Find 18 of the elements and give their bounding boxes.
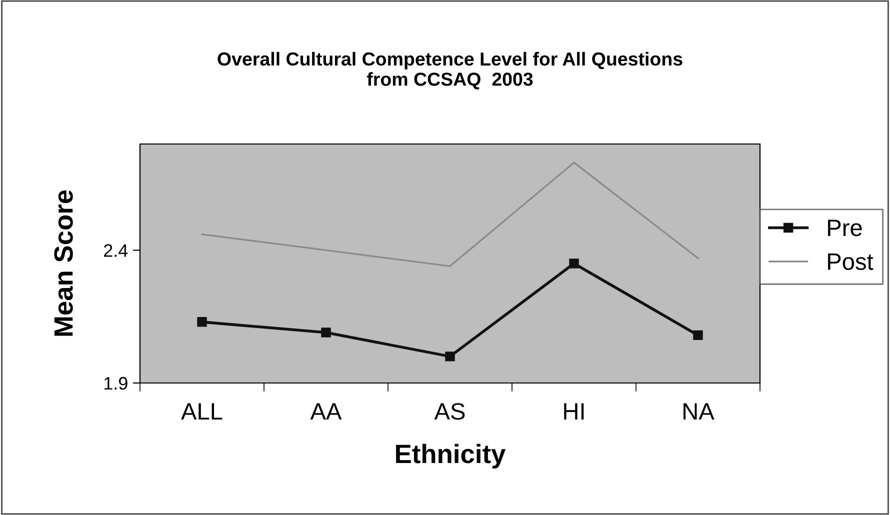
x-tick-label: AS — [434, 403, 465, 420]
point — [445, 352, 455, 362]
point — [693, 330, 703, 340]
point — [197, 317, 207, 327]
x-tick-label: NA — [684, 403, 714, 420]
chart-title: Overall Cultural Competence Level for All Questions from CCSAQ 2003 — [218, 52, 682, 90]
legend-label: Pre — [828, 220, 862, 236]
x-tick-label: ALL — [181, 403, 222, 420]
line-series — [201, 162, 699, 267]
y-axis-title: Mean Score — [54, 190, 73, 336]
x-axis-title: Ethnicity — [396, 444, 506, 468]
point — [321, 328, 331, 338]
y-tick-label: 1.9 — [104, 376, 128, 390]
point — [569, 258, 579, 268]
legend-label: Post — [828, 254, 874, 270]
x-tick-label: AA — [310, 403, 342, 420]
x-tick-label: HI — [564, 403, 584, 420]
y-tick-label: 2.4 — [104, 244, 128, 257]
